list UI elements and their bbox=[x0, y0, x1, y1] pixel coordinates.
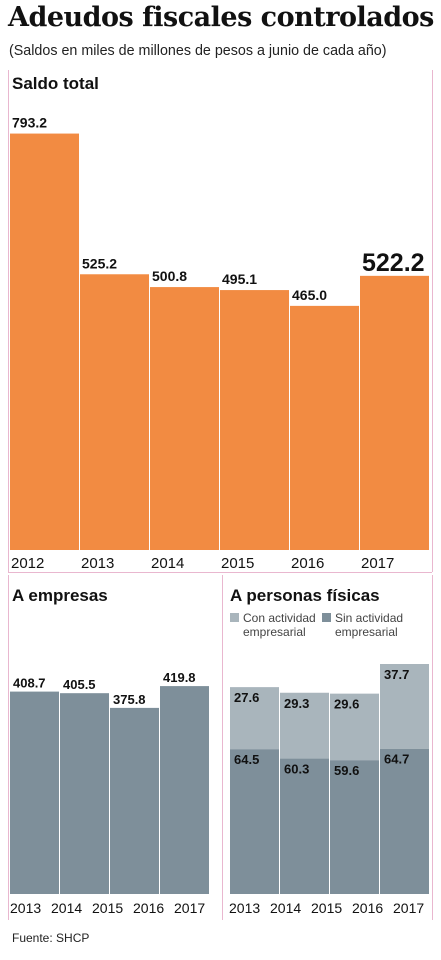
value-label-empresas-2014: 405.5 bbox=[63, 677, 96, 692]
bar-con-actividad-2014 bbox=[280, 692, 329, 759]
source-note: Fuente: SHCP bbox=[12, 931, 90, 945]
divider-left-bottom bbox=[8, 575, 9, 920]
bar-empresas-2015 bbox=[110, 707, 159, 894]
bar-con-actividad-2013 bbox=[230, 687, 279, 750]
legend-swatch-con-actividad bbox=[230, 613, 239, 622]
bar-saldo-2013 bbox=[80, 274, 149, 550]
tick-label-saldo-2015: 2015 bbox=[221, 555, 254, 572]
value-label-empresas-2013: 408.7 bbox=[13, 676, 46, 691]
divider-right-bottom bbox=[432, 575, 433, 920]
value-label-sin-actividad-2015: 59.6 bbox=[334, 763, 359, 778]
section-title-empresas: A empresas bbox=[12, 586, 108, 605]
value-label-saldo-2012: 793.2 bbox=[12, 115, 47, 131]
value-label-saldo-2017: 522.2 bbox=[362, 249, 425, 277]
bar-empresas-2016 bbox=[160, 686, 209, 894]
bar-saldo-2012 bbox=[10, 133, 79, 550]
value-label-saldo-2015: 495.1 bbox=[222, 271, 257, 287]
value-label-saldo-2013: 525.2 bbox=[82, 255, 117, 271]
divider-left-top bbox=[8, 70, 9, 572]
value-label-empresas-2015: 375.8 bbox=[113, 692, 146, 707]
bar-saldo-2015 bbox=[220, 290, 289, 550]
tick-label-saldo-2016: 2016 bbox=[291, 555, 324, 572]
bar-saldo-2017 bbox=[360, 275, 429, 550]
tick-label-saldo-2012: 2012 bbox=[11, 555, 44, 572]
tick-label-empresas-2017: 2017 bbox=[174, 900, 205, 916]
bar-saldo-2014 bbox=[150, 287, 219, 550]
section-title-saldo-total: Saldo total bbox=[12, 74, 99, 93]
divider-center bbox=[222, 575, 223, 920]
value-label-con-actividad-2016: 37.7 bbox=[384, 667, 409, 682]
bar-sin-actividad-2014 bbox=[280, 758, 329, 894]
tick-label-saldo-2013: 2013 bbox=[81, 555, 114, 572]
chart-subtitle: (Saldos en miles de millones de pesos a … bbox=[9, 43, 387, 59]
tick-label-personas-2015: 2015 bbox=[311, 900, 342, 916]
tick-label-empresas-2014: 2014 bbox=[51, 900, 82, 916]
value-label-con-actividad-2014: 29.3 bbox=[284, 696, 309, 711]
tick-label-saldo-2014: 2014 bbox=[151, 555, 184, 572]
bar-empresas-2013 bbox=[10, 691, 59, 894]
tick-label-saldo-2017: 2017 bbox=[361, 555, 394, 572]
bar-sin-actividad-2013 bbox=[230, 749, 279, 894]
section-title-personas-fisicas: A personas físicas bbox=[230, 586, 380, 605]
chart-title: Adeudos fiscales controlados bbox=[8, 2, 434, 33]
value-label-sin-actividad-2014: 60.3 bbox=[284, 762, 309, 777]
value-label-saldo-2014: 500.8 bbox=[152, 268, 187, 284]
tick-label-personas-2013: 2013 bbox=[229, 900, 260, 916]
bar-sin-actividad-2016 bbox=[380, 748, 429, 894]
value-label-con-actividad-2013: 27.6 bbox=[234, 690, 259, 705]
legend-label-con-actividad: Con actividad empresarial bbox=[243, 611, 316, 639]
bar-con-actividad-2016 bbox=[380, 664, 429, 749]
bar-saldo-2016 bbox=[290, 305, 359, 550]
tick-label-empresas-2015: 2015 bbox=[92, 900, 123, 916]
bar-con-actividad-2015 bbox=[330, 693, 379, 761]
tick-label-empresas-2016: 2016 bbox=[133, 900, 164, 916]
tick-label-personas-2014: 2014 bbox=[270, 900, 301, 916]
divider-middle bbox=[8, 572, 432, 573]
divider-right-top bbox=[432, 70, 433, 572]
value-label-con-actividad-2015: 29.6 bbox=[334, 697, 359, 712]
tick-label-empresas-2013: 2013 bbox=[10, 900, 41, 916]
value-label-saldo-2016: 465.0 bbox=[292, 287, 327, 303]
legend-label-sin-actividad: Sin actividad empresarial bbox=[335, 611, 404, 639]
value-label-empresas-2016: 419.8 bbox=[163, 670, 196, 685]
bar-empresas-2014 bbox=[60, 693, 109, 894]
value-label-sin-actividad-2013: 64.5 bbox=[234, 752, 259, 767]
tick-label-personas-2017: 2017 bbox=[393, 900, 424, 916]
tick-label-personas-2016: 2016 bbox=[352, 900, 383, 916]
value-label-sin-actividad-2016: 64.7 bbox=[384, 752, 409, 767]
bar-sin-actividad-2015 bbox=[330, 760, 379, 894]
legend-swatch-sin-actividad bbox=[322, 613, 331, 622]
